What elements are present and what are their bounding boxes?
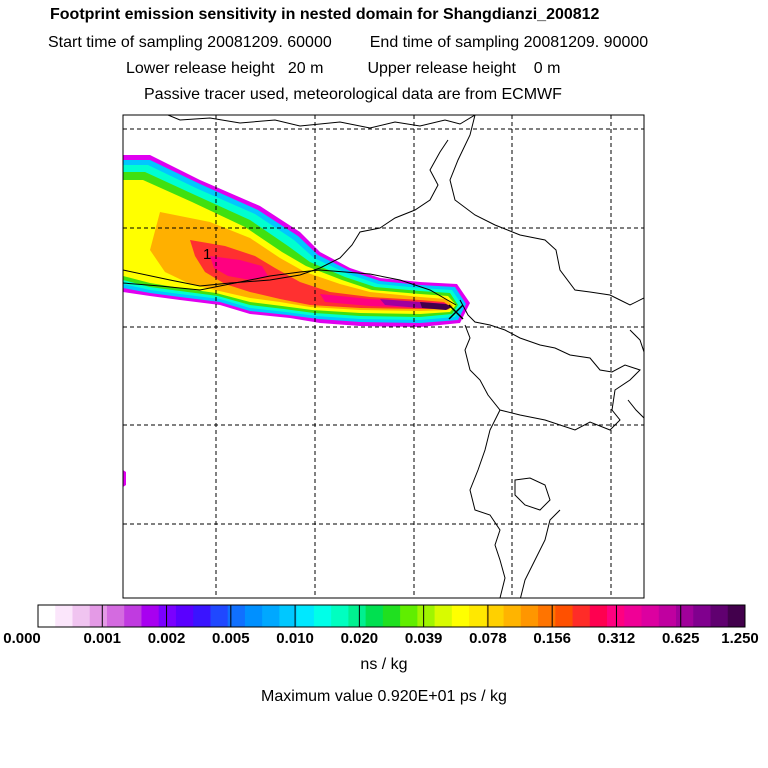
colorbar-tick-label: 0.020 — [340, 630, 379, 647]
colorbar-swatch — [38, 605, 56, 627]
plume — [123, 155, 470, 487]
colorbar-swatch — [710, 605, 729, 627]
end-time-label: End time of sampling 20081209. 90000 — [369, 34, 649, 51]
sampling-times: Start time of sampling 20081209. 60000 En… — [48, 34, 648, 52]
colorbar-swatch — [227, 605, 246, 627]
plume-layer-dark — [420, 302, 452, 310]
lower-release-label: Lower release height 20 m — [126, 60, 324, 77]
coast-east-1 — [449, 115, 644, 306]
colorbar-swatch — [486, 605, 505, 627]
colorbar-swatch — [658, 605, 677, 627]
colorbar-swatch — [89, 605, 108, 627]
colorbar-swatch — [210, 605, 229, 627]
colorbar-swatch — [451, 605, 470, 627]
max-value-label: Maximum value 0.920E+01 ps / kg — [261, 688, 507, 705]
colorbar-swatch — [72, 605, 91, 627]
colorbar-frame — [37, 604, 746, 628]
border-coast-north — [123, 139, 449, 287]
colorbar — [37, 604, 746, 628]
colorbar-swatch — [503, 605, 522, 627]
colorbar-tick-label: 0.039 — [404, 630, 443, 647]
plume-layer-pink — [210, 256, 268, 280]
colorbar-swatch — [641, 605, 660, 627]
receptor-marker — [448, 304, 464, 320]
colorbar-swatch — [538, 605, 556, 627]
colorbar-swatch — [262, 605, 280, 627]
border-top — [167, 115, 476, 129]
colorbar-swatch — [124, 605, 142, 627]
border-south-line — [123, 269, 457, 306]
start-time-label: Start time of sampling 20081209. 60000 — [48, 34, 332, 51]
colorbar-swatch — [296, 605, 315, 627]
map-grid — [123, 115, 644, 598]
colorbar-swatch — [158, 605, 177, 627]
upper-release-label: Upper release height 0 m — [367, 60, 561, 77]
colorbar-swatch — [141, 605, 160, 627]
colorbar-swatch — [313, 605, 332, 627]
map-frame — [122, 114, 645, 599]
colorbar-swatch — [106, 605, 125, 627]
chart-title: Footprint emission sensitivity in nested… — [50, 6, 600, 23]
colorbar-tick-label: 0.625 — [661, 630, 700, 647]
colorbar-swatch — [555, 605, 574, 627]
colorbar-swatch — [175, 605, 194, 627]
release-heights: Lower release height 20 m Upper release h… — [126, 60, 560, 78]
plume-layer-red — [190, 240, 450, 309]
colorbar-swatch — [693, 605, 712, 627]
colorbar-swatch — [55, 605, 73, 627]
colorbar-swatch — [469, 605, 487, 627]
colorbar-swatch — [331, 605, 349, 627]
coast-east-3 — [629, 329, 644, 353]
coast-south-2 — [514, 477, 551, 511]
coast-south-3 — [519, 509, 561, 598]
colorbar-swatch — [400, 605, 418, 627]
plume-layer-orange — [150, 212, 453, 311]
colorbar-tick-label: 0.312 — [597, 630, 636, 647]
colorbar-swatch — [417, 605, 436, 627]
colorbar-swatch — [244, 605, 263, 627]
colorbar-swatch — [607, 605, 625, 627]
coast-south — [469, 409, 506, 598]
colorbar-tick-label: 0.078 — [469, 630, 507, 647]
coast-east-2 — [459, 299, 641, 431]
colorbar-tick-label: 0.002 — [147, 630, 186, 647]
colorbar-swatch — [434, 605, 453, 627]
colorbar-swatch — [589, 605, 608, 627]
plume-fragment — [123, 470, 126, 487]
colorbar-swatch — [365, 605, 384, 627]
colorbar-tick-label: 0.010 — [276, 630, 314, 647]
colorbar-tick-label: 0.005 — [212, 630, 250, 647]
colorbar-swatch — [193, 605, 211, 627]
colorbar-swatch — [382, 605, 401, 627]
colorbar-tick-label: 0.000 — [3, 630, 41, 647]
colorbar-swatch — [348, 605, 367, 627]
colorbar-swatch — [572, 605, 591, 627]
colorbar-unit: ns / kg — [360, 656, 408, 673]
colorbar-tick-label: 0.001 — [83, 630, 122, 647]
colorbar-tick-label: 1.250 — [721, 630, 759, 647]
colorbar-swatch — [727, 605, 746, 627]
colorbar-swatch — [624, 605, 643, 627]
coastlines — [123, 115, 644, 598]
coast-east-4 — [627, 399, 644, 419]
colorbar-tick-label: 0.156 — [533, 630, 571, 647]
colorbar-swatch — [520, 605, 539, 627]
colorbar-swatch — [279, 605, 298, 627]
tracer-info: Passive tracer used, meteorological data… — [144, 86, 562, 103]
colorbar-swatch — [676, 605, 694, 627]
plume-marker-label: 1 — [203, 246, 211, 263]
